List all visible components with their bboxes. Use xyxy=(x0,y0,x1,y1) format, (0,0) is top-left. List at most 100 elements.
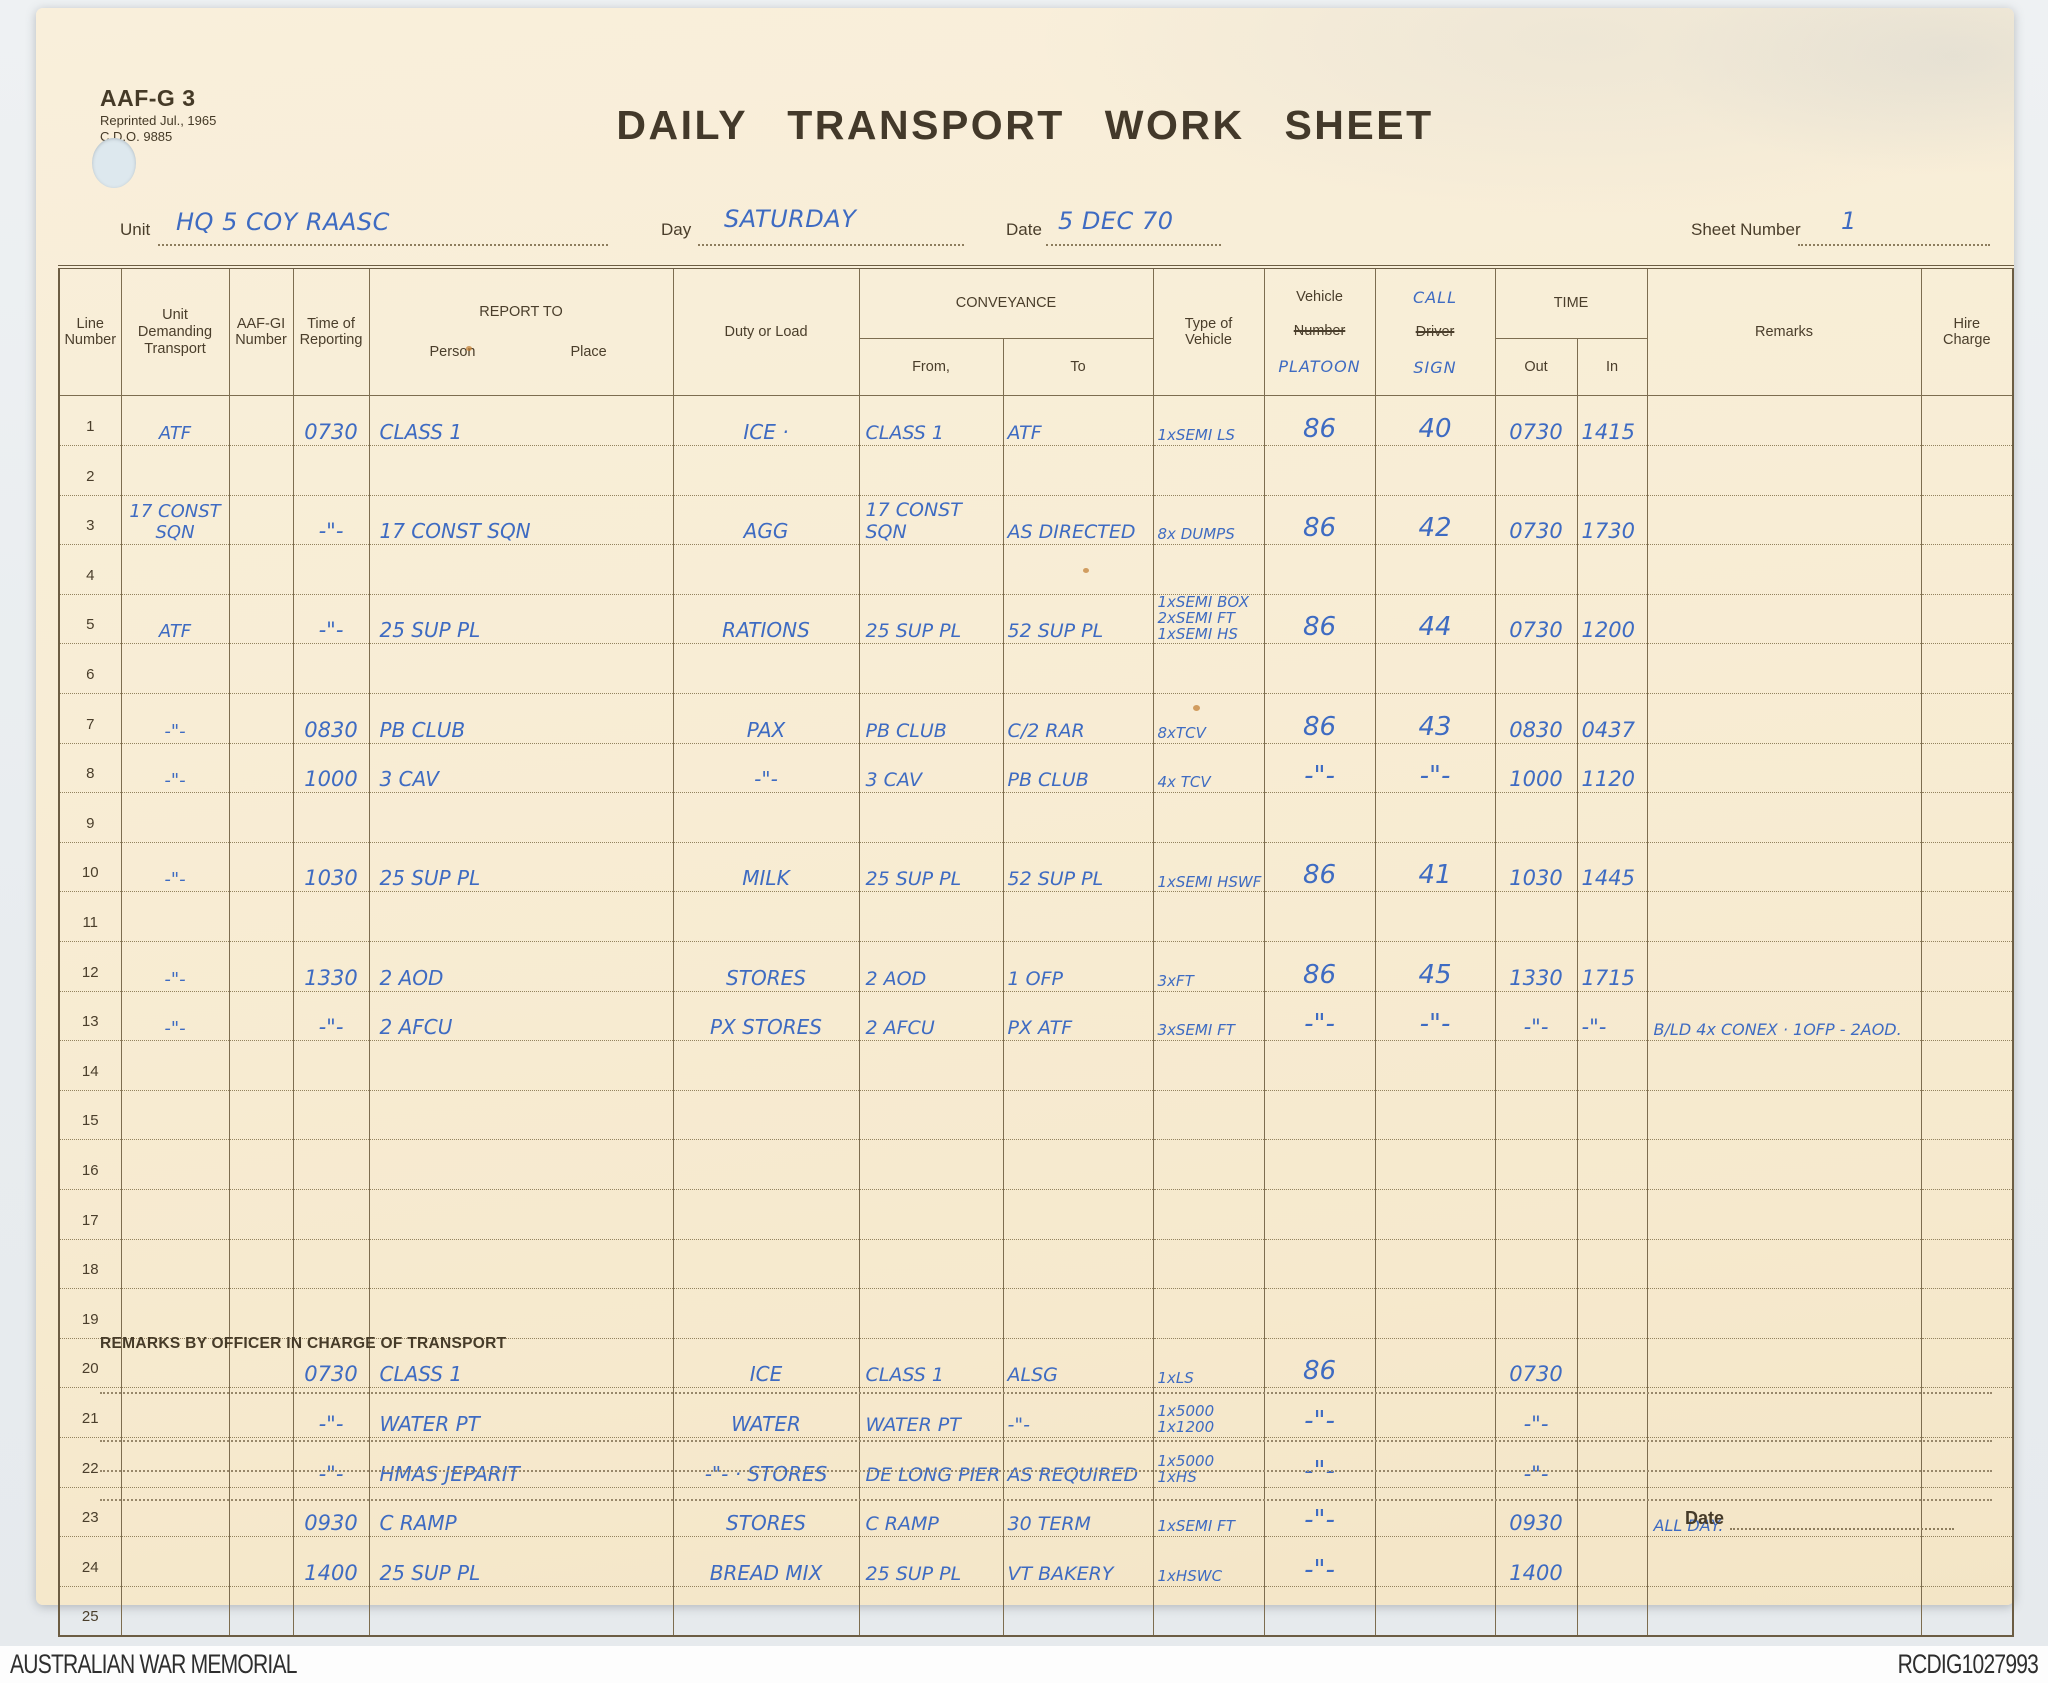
cell-type: 1xSEMI BOX 2xSEMI FT 1xSEMI HS xyxy=(1152,594,1265,645)
form-code: AAF-G 3 xyxy=(100,85,196,111)
cell-from: 25 SUP PL xyxy=(858,594,1003,645)
cell-duty: STORES xyxy=(672,941,859,992)
cell-report: 17 CONST SQN xyxy=(368,495,673,546)
cell-call xyxy=(1374,1586,1496,1637)
cell-from: 2 AFCU xyxy=(858,991,1003,1042)
cell-time: -"- xyxy=(292,1437,369,1488)
header-person: Person xyxy=(429,343,476,360)
cell-platoon: -"- xyxy=(1263,1487,1376,1538)
unit-underline xyxy=(158,244,608,246)
cell-time: 0830 xyxy=(292,693,369,744)
cell-unit xyxy=(120,1338,229,1389)
table-row: 24 1400 25 SUP PL BREAD MIX 25 SUP PL VT BAKE… xyxy=(58,1536,2014,1587)
cell-remarks: B/LD 4x CONEX · 1OFP - 2AOD. xyxy=(1646,991,1922,1042)
cell-hire xyxy=(1920,1040,2014,1091)
cell-report xyxy=(368,1239,673,1290)
cell-n: 21 xyxy=(58,1387,121,1438)
cell-unit xyxy=(120,1189,229,1240)
cell-out: 0730 xyxy=(1494,1338,1578,1389)
cell-type: 3xFT xyxy=(1152,941,1265,992)
cell-in: 1730 xyxy=(1576,495,1648,546)
cell-aafgi xyxy=(228,445,293,496)
cell-unit xyxy=(120,1437,229,1488)
cell-duty: ICE · xyxy=(672,395,859,447)
cell-out xyxy=(1494,1586,1578,1637)
cell-out xyxy=(1494,1239,1578,1290)
cell-remarks xyxy=(1646,1040,1922,1091)
cell-in xyxy=(1576,544,1648,595)
cell-call xyxy=(1374,1338,1496,1389)
cell-aafgi xyxy=(228,842,293,893)
cell-time: -"- xyxy=(292,991,369,1042)
cell-aafgi xyxy=(228,544,293,595)
cell-platoon: 86 xyxy=(1263,594,1376,645)
cell-aafgi xyxy=(228,643,293,695)
cell-call xyxy=(1374,643,1496,695)
cell-hire xyxy=(1920,1139,2014,1190)
cell-type xyxy=(1152,445,1265,496)
cell-remarks xyxy=(1646,1387,1922,1438)
cell-remarks xyxy=(1646,1239,1922,1290)
archive-footer-bar: AUSTRALIAN WAR MEMORIAL RCDIG1027993 xyxy=(0,1646,2048,1683)
cell-remarks xyxy=(1646,1189,1922,1240)
cell-to xyxy=(1002,544,1154,595)
cell-in: -"- xyxy=(1576,991,1648,1042)
table-row: 1 ATF 0730 CLASS 1 ICE · CLASS 1 ATF 1xSEMI LS 8… xyxy=(58,395,2014,447)
header-type-of-vehicle: Type of Vehicle xyxy=(1152,267,1265,397)
cell-duty xyxy=(672,1139,859,1190)
cell-out xyxy=(1494,643,1578,695)
table-row: 23 0930 C RAMP STORES C RAMP 30 TERM 1xSEMI FT… xyxy=(58,1487,2014,1538)
cell-from: 3 CAV xyxy=(858,743,1003,794)
table-row: 21 -"- WATER PT WATER WATER PT -"- 1x5000 1x12… xyxy=(58,1387,2014,1438)
header-conveyance: CONVEYANCE xyxy=(858,267,1154,339)
cell-hire xyxy=(1920,594,2014,645)
cell-in xyxy=(1576,1586,1648,1637)
table-row: 4 xyxy=(58,544,2014,595)
cell-report: 2 AFCU xyxy=(368,991,673,1042)
cell-time xyxy=(292,1090,369,1141)
cell-report: 3 CAV xyxy=(368,743,673,794)
cell-in xyxy=(1576,1040,1648,1091)
cell-to: -"- xyxy=(1002,1387,1154,1438)
cell-to xyxy=(1002,1139,1154,1190)
cell-platoon: 86 xyxy=(1263,395,1376,447)
cell-unit xyxy=(120,1487,229,1538)
cell-remarks xyxy=(1646,1090,1922,1141)
cell-aafgi xyxy=(228,594,293,645)
table-row: 3 17 CONST SQN -"- 17 CONST SQN AGG 17 CONST … xyxy=(58,495,2014,546)
cell-from xyxy=(858,643,1003,695)
cell-duty: STORES xyxy=(672,1487,859,1538)
cell-n: 18 xyxy=(58,1239,121,1290)
cell-aafgi xyxy=(228,991,293,1042)
cell-unit: -"- xyxy=(120,941,229,992)
cell-call: 42 xyxy=(1374,495,1496,546)
cell-hire xyxy=(1920,693,2014,744)
cell-platoon: 86 xyxy=(1263,941,1376,992)
cell-n: 24 xyxy=(58,1536,121,1587)
table-row: 9 xyxy=(58,792,2014,843)
cell-type xyxy=(1152,643,1265,695)
cell-remarks xyxy=(1646,1586,1922,1637)
cell-unit xyxy=(120,891,229,942)
cell-aafgi xyxy=(228,1536,293,1587)
cell-remarks xyxy=(1646,941,1922,992)
cell-duty: RATIONS xyxy=(672,594,859,645)
cell-in: 1120 xyxy=(1576,743,1648,794)
cell-from: WATER PT xyxy=(858,1387,1003,1438)
cell-remarks xyxy=(1646,544,1922,595)
cell-time: -"- xyxy=(292,1387,369,1438)
cell-duty: -"- · STORES xyxy=(672,1437,859,1488)
cell-aafgi xyxy=(228,1387,293,1438)
cell-unit xyxy=(120,792,229,843)
cell-remarks xyxy=(1646,891,1922,942)
cell-out: 0730 xyxy=(1494,495,1578,546)
cell-aafgi xyxy=(228,743,293,794)
sheet-number-value: 1 xyxy=(1841,207,1857,235)
table-row: 18 xyxy=(58,1239,2014,1290)
cell-n: 4 xyxy=(58,544,121,595)
cell-remarks xyxy=(1646,1139,1922,1190)
cell-from xyxy=(858,1189,1003,1240)
cell-from: PB CLUB xyxy=(858,693,1003,744)
cell-type: 1xHSWC xyxy=(1152,1536,1265,1587)
cell-duty xyxy=(672,445,859,496)
